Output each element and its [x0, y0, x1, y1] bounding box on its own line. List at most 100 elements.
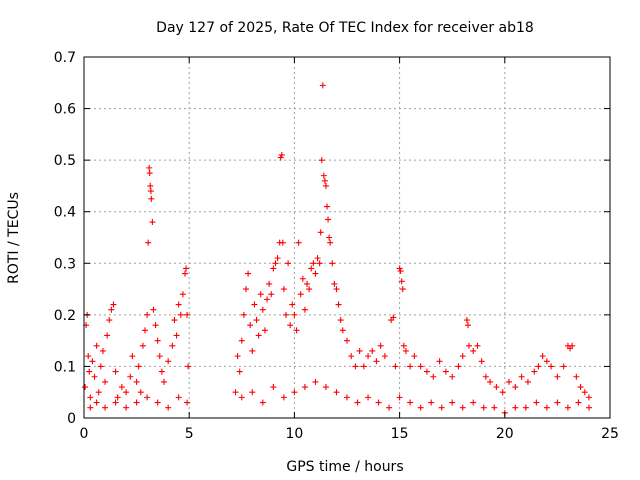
- x-tick-label: 25: [601, 426, 619, 442]
- data-point: [531, 368, 538, 375]
- data-point: [272, 260, 279, 267]
- data-point: [270, 265, 277, 272]
- data-point: [407, 363, 414, 370]
- data-point: [249, 389, 256, 396]
- data-point: [354, 399, 361, 406]
- data-point: [257, 291, 264, 298]
- data-point: [234, 353, 241, 360]
- data-point: [255, 332, 262, 339]
- data-point: [470, 399, 477, 406]
- data-point: [321, 177, 328, 184]
- data-point: [322, 182, 329, 189]
- x-tick-label: 5: [185, 426, 194, 442]
- x-tick-label: 10: [285, 426, 303, 442]
- data-point: [299, 275, 306, 282]
- data-point: [102, 404, 109, 411]
- data-point: [154, 337, 161, 344]
- data-point: [325, 216, 332, 223]
- data-point: [402, 347, 409, 354]
- data-point: [93, 342, 100, 349]
- data-point: [266, 280, 273, 287]
- data-point: [320, 172, 327, 179]
- data-point: [93, 399, 100, 406]
- data-point: [314, 255, 321, 262]
- data-point: [463, 317, 470, 324]
- data-point: [97, 363, 104, 370]
- data-point: [312, 378, 319, 385]
- data-point: [259, 306, 266, 313]
- data-point: [337, 317, 344, 324]
- data-point: [127, 373, 134, 380]
- data-point: [89, 358, 96, 365]
- data-point: [470, 347, 477, 354]
- data-point: [373, 358, 380, 365]
- data-point: [181, 270, 188, 277]
- data-point: [249, 347, 256, 354]
- data-point: [333, 389, 340, 396]
- data-point: [291, 389, 298, 396]
- data-point: [149, 219, 156, 226]
- data-point: [232, 389, 239, 396]
- data-point: [147, 188, 154, 195]
- data-point: [522, 404, 529, 411]
- data-point: [449, 399, 456, 406]
- data-point: [407, 399, 414, 406]
- data-point: [348, 353, 355, 360]
- data-point: [491, 404, 498, 411]
- data-point: [118, 384, 125, 391]
- data-point: [344, 337, 350, 344]
- data-point: [543, 358, 550, 365]
- data-point: [400, 342, 407, 349]
- data-point: [564, 404, 571, 411]
- y-tick-label: 0.2: [54, 308, 76, 324]
- data-point: [411, 353, 418, 360]
- data-point: [533, 399, 540, 406]
- data-point: [133, 399, 140, 406]
- data-point: [259, 399, 266, 406]
- data-point: [398, 278, 405, 285]
- data-point: [87, 394, 94, 401]
- data-point: [183, 265, 190, 272]
- data-point: [156, 353, 163, 360]
- data-point: [506, 378, 513, 385]
- data-point: [99, 347, 106, 354]
- data-point: [324, 203, 331, 210]
- data-point: [487, 378, 494, 385]
- data-point: [499, 389, 506, 396]
- data-point: [133, 378, 140, 385]
- data-point: [322, 384, 329, 391]
- data-point: [102, 378, 109, 385]
- data-point: [291, 311, 298, 318]
- data-point: [436, 358, 443, 365]
- data-point: [297, 291, 304, 298]
- y-tick-label: 0: [67, 411, 76, 427]
- chart-title: Day 127 of 2025, Rate Of TEC Index for r…: [156, 20, 534, 36]
- data-point: [175, 394, 182, 401]
- data-point: [356, 347, 363, 354]
- y-tick-labels: 0 0.1 0.2 0.3 0.4 0.5 0.6 0.7: [54, 50, 76, 427]
- data-point: [144, 311, 151, 318]
- data-point: [474, 342, 481, 349]
- data-point: [397, 268, 404, 275]
- data-point: [459, 353, 466, 360]
- data-point: [123, 404, 130, 411]
- y-tick-label: 0.4: [54, 205, 76, 221]
- data-point: [104, 332, 111, 339]
- data-point: [428, 399, 435, 406]
- grid-lines: [84, 57, 610, 418]
- data-point: [171, 317, 178, 324]
- data-point: [543, 404, 550, 411]
- data-point: [375, 399, 382, 406]
- data-point: [369, 347, 376, 354]
- data-point: [245, 270, 252, 277]
- data-point: [327, 239, 334, 246]
- data-point: [493, 384, 500, 391]
- data-point: [480, 404, 487, 411]
- data-point: [310, 260, 317, 267]
- data-point: [535, 363, 542, 370]
- data-point: [238, 337, 245, 344]
- data-point: [295, 239, 302, 246]
- data-point: [270, 384, 277, 391]
- data-point: [264, 296, 271, 303]
- data-point: [282, 311, 289, 318]
